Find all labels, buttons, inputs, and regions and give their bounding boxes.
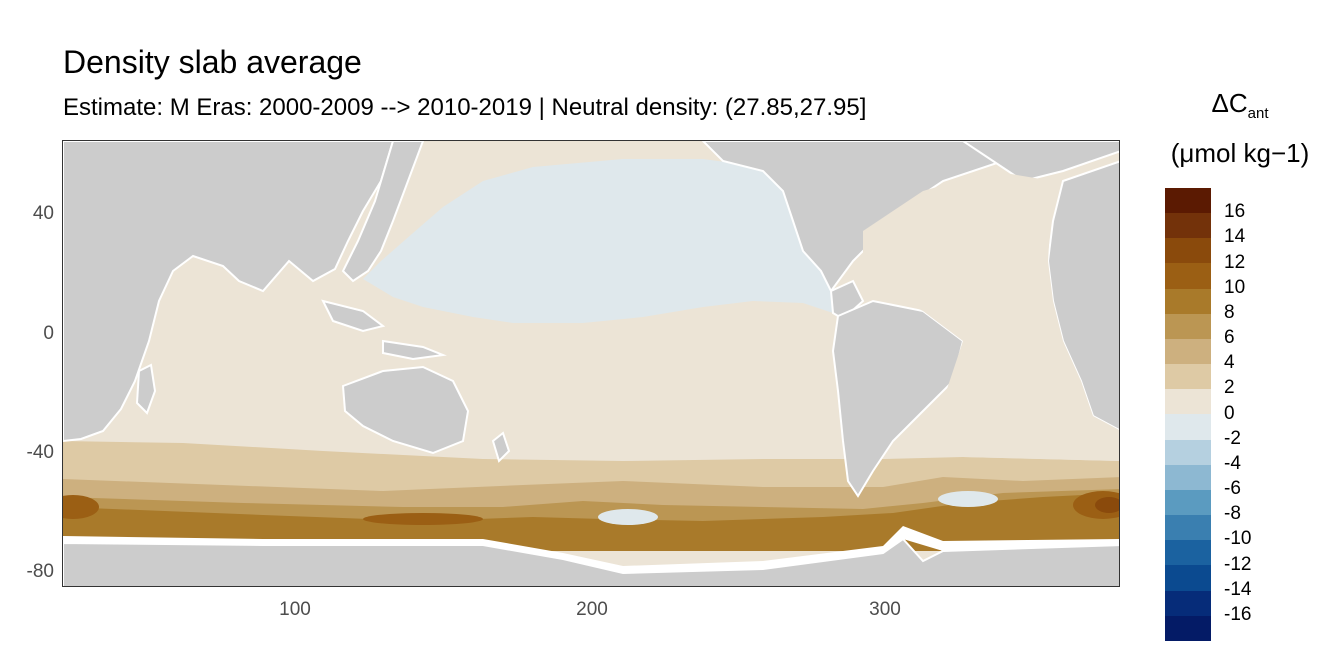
y-tick-label: -40: [26, 442, 54, 463]
legend-swatch: [1165, 338, 1211, 365]
southern-negative-patch: [598, 509, 658, 525]
legend-swatch: [1165, 439, 1211, 465]
legend-colorbar: [1165, 188, 1211, 641]
north-pacific-negative: [363, 159, 833, 323]
legend-label: 8: [1224, 301, 1235, 323]
legend-swatch: [1165, 364, 1211, 390]
legend-label: 4: [1224, 352, 1235, 374]
legend-label: 0: [1224, 402, 1235, 424]
y-tick-label: 0: [43, 323, 54, 344]
x-tick-label: 300: [869, 599, 901, 620]
legend-label: 6: [1224, 327, 1235, 348]
legend-label: 12: [1224, 251, 1246, 273]
legend-unit: (μmol kg−1): [1150, 136, 1330, 170]
southern-max-east-core: [1095, 497, 1119, 513]
legend-label: -16: [1224, 603, 1252, 625]
land-africa-eurasia: [63, 141, 395, 443]
land-new-zealand: [491, 431, 511, 463]
map-panel: [62, 140, 1120, 587]
y-tick-label: -80: [26, 561, 54, 582]
legend-swatch: [1165, 213, 1211, 239]
legend-label: 10: [1224, 276, 1246, 298]
chart-subtitle: Estimate: M Eras: 2000-2009 --> 2010-201…: [63, 94, 867, 121]
legend-swatch: [1165, 313, 1211, 339]
southern-max-west: [63, 495, 99, 519]
x-tick-label: 200: [576, 599, 608, 620]
legend-label: -12: [1224, 553, 1252, 575]
antarctic-nodata-fringe: [63, 526, 1119, 573]
legend-label: -2: [1224, 427, 1241, 449]
legend-swatch: [1165, 188, 1211, 214]
legend-swatch: [1165, 389, 1211, 415]
legend-swatch: [1165, 565, 1211, 591]
x-tick-label: 100: [279, 599, 311, 620]
land-greenland: [961, 141, 1119, 183]
legend-swatch: [1165, 464, 1211, 490]
land-indonesia-1: [321, 299, 386, 333]
legend-swatch: [1165, 288, 1211, 314]
legend-swatch: [1165, 489, 1211, 516]
map-svg: [63, 141, 1119, 586]
legend-label: -10: [1224, 528, 1252, 550]
legend-unit-prefix: (μmol kg: [1170, 138, 1271, 168]
land-australia: [341, 365, 470, 455]
legend-label: -6: [1224, 478, 1241, 499]
land-antarctica: [63, 537, 1119, 586]
legend-label: 14: [1224, 226, 1246, 248]
legend-swatch: [1165, 590, 1211, 616]
legend-swatch: [1165, 515, 1211, 541]
legend-label: -4: [1224, 452, 1241, 474]
chart-title: Density slab average: [63, 44, 362, 80]
legend-title-main: ΔC: [1211, 88, 1248, 118]
legend-swatch: [1165, 414, 1211, 440]
legend-swatch: [1165, 540, 1211, 566]
legend-swatch: [1165, 238, 1211, 264]
legend-swatch: [1165, 263, 1211, 289]
legend-label: -8: [1224, 503, 1241, 525]
legend-title: ΔCant: [1150, 86, 1330, 131]
legend-title-subscript: ant: [1247, 105, 1269, 122]
north-atlantic-ocean: [863, 171, 1119, 461]
legend-unit-suffix: ): [1300, 138, 1310, 168]
legend-label: 16: [1224, 201, 1246, 223]
legend-unit-sup: −1: [1270, 138, 1301, 168]
land-east-asia: [341, 141, 425, 283]
land-indonesia-2: [382, 339, 447, 361]
legend-swatch: [1165, 615, 1211, 641]
y-tick-label: 40: [32, 203, 54, 224]
legend-label: 2: [1224, 377, 1235, 399]
land-madagascar: [135, 363, 157, 415]
southern-band-8-10: [63, 493, 1119, 551]
atlantic-negative-patch: [938, 491, 998, 507]
legend-label: -14: [1224, 578, 1252, 600]
southern-patch-mid: [363, 513, 483, 525]
